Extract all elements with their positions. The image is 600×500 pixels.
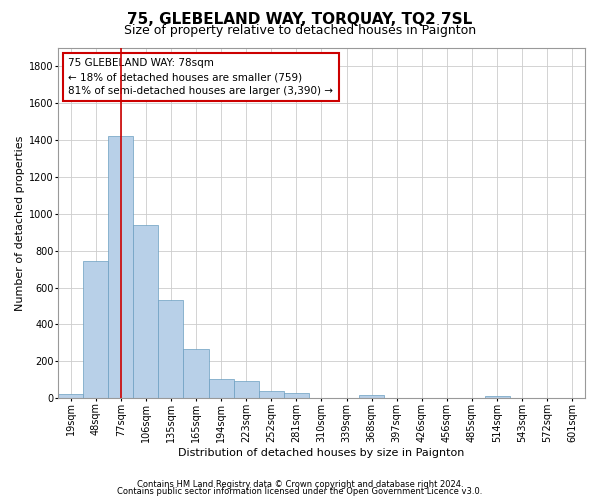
Text: Contains public sector information licensed under the Open Government Licence v3: Contains public sector information licen… [118,487,482,496]
Bar [209,379,233,398]
Bar [108,136,133,398]
Bar [58,394,83,398]
Text: 75 GLEBELAND WAY: 78sqm
← 18% of detached houses are smaller (759)
81% of semi-d: 75 GLEBELAND WAY: 78sqm ← 18% of detache… [68,58,334,96]
Bar [83,262,108,398]
Bar [259,391,284,398]
Text: Size of property relative to detached houses in Paignton: Size of property relative to detached ho… [124,24,476,37]
Bar [485,396,510,398]
X-axis label: Distribution of detached houses by size in Paignton: Distribution of detached houses by size … [178,448,464,458]
Text: 75, GLEBELAND WAY, TORQUAY, TQ2 7SL: 75, GLEBELAND WAY, TORQUAY, TQ2 7SL [127,12,473,28]
Y-axis label: Number of detached properties: Number of detached properties [15,135,25,310]
Bar [359,395,384,398]
Bar [284,394,309,398]
Bar [184,350,209,399]
Bar [158,300,184,398]
Bar [233,381,259,398]
Bar [133,225,158,398]
Text: Contains HM Land Registry data © Crown copyright and database right 2024.: Contains HM Land Registry data © Crown c… [137,480,463,489]
